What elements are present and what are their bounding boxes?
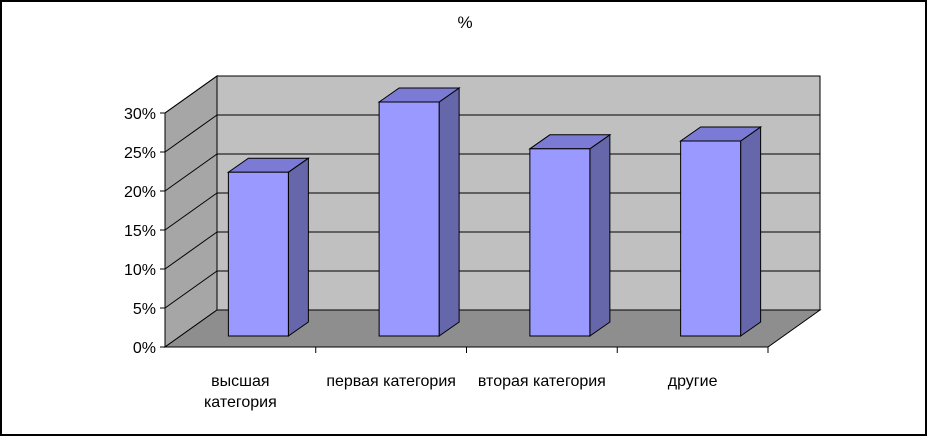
- category-label: высшая: [211, 373, 269, 390]
- bar-side: [287, 157, 309, 337]
- y-tick-label: 15%: [124, 223, 156, 240]
- bar: [680, 140, 742, 337]
- y-tick-label: 30%: [124, 106, 156, 123]
- bar-side: [438, 87, 460, 337]
- y-tick-label: 25%: [124, 145, 156, 162]
- bar-group: [528, 133, 612, 337]
- gridline-side: [164, 231, 218, 270]
- y-tick-labels: 0% 5% 10% 15% 20% 25% 30%: [124, 106, 156, 357]
- bar: [529, 148, 591, 337]
- category-label: первая категория: [326, 373, 456, 390]
- bar: [227, 171, 289, 337]
- y-tick-label: 5%: [133, 301, 156, 318]
- gridline-side: [164, 192, 218, 231]
- gridline-side: [164, 270, 218, 309]
- y-tick-label: 20%: [124, 184, 156, 201]
- gridline-side: [164, 153, 218, 192]
- bars: [226, 87, 763, 337]
- bar-group: [226, 157, 310, 337]
- category-labels: высшая категория первая категория вторая ка…: [204, 373, 718, 411]
- y-tick-label: 0%: [133, 340, 156, 357]
- category-label: категория: [204, 394, 277, 411]
- bar-group: [679, 126, 763, 337]
- category-label: другие: [668, 373, 718, 390]
- bar-side: [740, 126, 762, 337]
- category-label: вторая категория: [478, 373, 606, 390]
- gridline-side: [164, 75, 218, 114]
- bar: [378, 101, 440, 337]
- bar-side: [589, 133, 611, 337]
- y-tick-label: 10%: [124, 262, 156, 279]
- axes: [160, 112, 769, 353]
- gridline-side: [164, 114, 218, 153]
- bar-group: [377, 87, 461, 337]
- chart-title: %: [457, 13, 472, 32]
